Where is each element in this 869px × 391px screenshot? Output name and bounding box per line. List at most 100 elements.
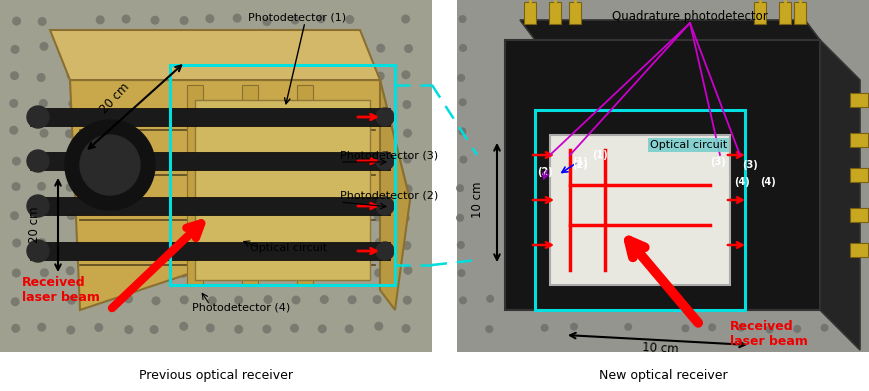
Circle shape [151,296,160,305]
Circle shape [123,100,132,109]
Circle shape [235,100,244,109]
Text: (1): (1) [572,157,587,167]
Circle shape [27,195,49,217]
Circle shape [401,241,411,250]
Circle shape [234,325,243,334]
FancyBboxPatch shape [548,2,561,24]
Circle shape [11,182,21,191]
Circle shape [37,238,46,247]
Circle shape [10,45,19,54]
Circle shape [149,45,159,54]
Circle shape [27,240,49,262]
Text: Photodetector (2): Photodetector (2) [340,190,438,200]
Circle shape [121,126,129,135]
Circle shape [95,100,103,109]
Circle shape [459,156,467,163]
Circle shape [375,182,383,191]
Circle shape [318,241,327,250]
Text: (3): (3) [709,157,725,167]
Circle shape [348,185,356,194]
FancyBboxPatch shape [187,85,202,285]
Circle shape [39,42,49,51]
Circle shape [180,184,189,193]
Circle shape [402,296,411,305]
Text: (3): (3) [741,160,757,170]
Text: Photodetector (4): Photodetector (4) [192,303,290,313]
Circle shape [10,211,19,220]
Circle shape [12,157,21,166]
Circle shape [319,266,328,275]
Text: Optical circuit: Optical circuit [649,140,726,150]
Circle shape [179,269,188,278]
Circle shape [455,184,463,192]
FancyBboxPatch shape [793,2,805,24]
Circle shape [65,183,75,192]
Circle shape [264,241,273,250]
FancyBboxPatch shape [849,168,867,182]
Circle shape [40,268,49,277]
Circle shape [289,185,298,194]
Circle shape [39,157,49,166]
Circle shape [152,72,161,81]
Circle shape [27,150,49,172]
Circle shape [375,197,394,215]
Polygon shape [380,80,409,310]
Circle shape [12,16,21,25]
FancyBboxPatch shape [523,2,535,24]
Circle shape [122,14,130,23]
Circle shape [344,269,353,278]
Circle shape [65,129,74,138]
Circle shape [320,101,328,110]
Circle shape [37,17,47,26]
Circle shape [458,98,466,106]
Circle shape [318,155,327,164]
Circle shape [542,294,551,303]
Circle shape [179,213,188,222]
Circle shape [179,322,188,331]
FancyBboxPatch shape [30,152,389,170]
Circle shape [180,295,189,304]
Circle shape [10,297,20,306]
Circle shape [455,214,463,222]
Circle shape [851,297,859,305]
Circle shape [459,296,467,304]
Circle shape [264,127,273,136]
Circle shape [372,295,381,304]
Circle shape [95,294,103,303]
Circle shape [179,44,188,53]
Circle shape [94,323,103,332]
Circle shape [36,73,45,82]
Circle shape [401,213,409,222]
Circle shape [348,70,356,79]
Circle shape [93,269,102,278]
Circle shape [207,72,216,81]
Circle shape [375,72,384,81]
Circle shape [37,182,46,191]
Circle shape [122,42,130,51]
Circle shape [289,156,298,165]
Circle shape [262,325,271,334]
Circle shape [458,127,466,135]
Circle shape [205,323,215,332]
Text: Optical circuit: Optical circuit [249,243,327,253]
Circle shape [262,154,272,163]
Circle shape [345,154,354,163]
Text: (4): (4) [760,177,775,187]
Circle shape [123,157,133,166]
FancyBboxPatch shape [0,0,432,352]
Circle shape [456,74,465,82]
Circle shape [234,154,242,163]
FancyBboxPatch shape [296,85,313,285]
Circle shape [374,212,382,221]
Circle shape [291,266,300,275]
Circle shape [178,73,188,82]
Circle shape [149,185,157,194]
Circle shape [67,296,76,305]
Circle shape [401,324,410,333]
Circle shape [150,16,159,25]
Circle shape [263,269,272,278]
FancyBboxPatch shape [195,100,369,280]
Circle shape [850,100,858,108]
Circle shape [12,239,21,248]
Text: 20 cm: 20 cm [29,207,42,243]
